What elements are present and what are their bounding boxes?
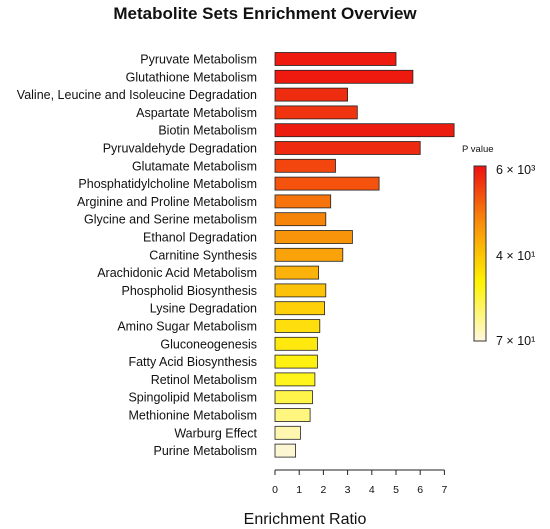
category-label: Purine Metabolism: [153, 444, 257, 458]
bar: [274, 123, 455, 138]
category-label: Aspartate Metabolism: [136, 106, 257, 120]
bar: [274, 52, 397, 66]
category-label: Glutamate Metabolism: [132, 159, 257, 173]
bar: [274, 69, 414, 84]
category-label: Glycine and Serine metabolism: [84, 213, 257, 227]
category-label: Pyruvate Metabolism: [140, 53, 257, 67]
category-label: Amino Sugar Metabolism: [117, 320, 257, 334]
category-label: Valine, Leucine and Isoleucine Degradati…: [17, 88, 257, 102]
x-tick-label: 5: [393, 484, 399, 496]
bar: [274, 141, 421, 155]
category-label: Phospholid Biosynthesis: [122, 284, 258, 298]
bar: [274, 319, 321, 333]
category-label: Ethanol Degradation: [143, 231, 257, 245]
legend-title: P value: [462, 144, 494, 155]
bar: [274, 390, 313, 405]
bar: [274, 283, 327, 298]
category-label: Arachidonic Acid Metabolism: [97, 266, 257, 280]
bar: [274, 247, 344, 262]
bar: [274, 176, 380, 191]
category-labels: Pyruvate Metabolism Glutathione Metabolis…: [17, 53, 258, 459]
category-label: Warburg Effect: [174, 426, 257, 440]
category-label: Carnitine Synthesis: [149, 248, 257, 262]
legend: P value 6 × 10³ 4 × 10¹ 7 × 10¹: [462, 144, 535, 348]
category-label: Methionine Metabolism: [128, 409, 257, 423]
x-tick-label: 2: [320, 484, 326, 496]
category-label: Gluconeogenesis: [160, 337, 257, 351]
bar: [274, 265, 319, 280]
bar: [274, 212, 327, 227]
category-label: Lysine Degradation: [150, 302, 257, 316]
category-label: Fatty Acid Biosynthesis: [128, 355, 257, 369]
legend-label-mid: 4 × 10¹: [496, 249, 535, 263]
category-label: Phosphatidylcholine Metabolism: [78, 177, 257, 191]
x-tick-label: 6: [417, 484, 423, 496]
category-label: Biotin Metabolism: [158, 124, 257, 138]
x-tick-label: 1: [296, 484, 302, 496]
bar: [274, 336, 318, 351]
bar: [274, 105, 358, 120]
category-label: Pyruvaldehyde Degradation: [103, 142, 257, 156]
bar: [274, 372, 316, 387]
legend-label-top: 6 × 10³: [496, 163, 535, 177]
bar: [274, 230, 353, 244]
bar: [274, 408, 311, 422]
category-label: Arginine and Proline Metabolism: [77, 195, 257, 209]
bar: [274, 354, 318, 369]
legend-label-bottom: 7 × 10¹: [496, 334, 535, 348]
category-label: Spingolipid Metabolism: [128, 391, 257, 405]
bar: [274, 301, 325, 316]
chart-title: Metabolite Sets Enrichment Overview: [113, 4, 417, 23]
x-axis-label: Enrichment Ratio: [244, 511, 367, 528]
x-axis: 0 1 2 3 4 5 6 7: [272, 469, 447, 496]
category-label: Glutathione Metabolism: [126, 70, 257, 84]
x-tick-label: 4: [369, 484, 375, 496]
bar: [274, 158, 336, 173]
bar: [274, 425, 301, 440]
bar: [274, 87, 348, 102]
legend-color-bar: [473, 165, 487, 342]
x-tick-label: 3: [345, 484, 351, 496]
x-tick-label: 0: [272, 484, 278, 496]
bar: [274, 443, 297, 458]
bar: [274, 194, 332, 209]
category-label: Retinol Metabolism: [151, 373, 257, 387]
bars-group: [274, 52, 455, 458]
x-tick-label: 7: [441, 484, 447, 496]
x-ticks: 0 1 2 3 4 5 6 7: [272, 470, 447, 496]
